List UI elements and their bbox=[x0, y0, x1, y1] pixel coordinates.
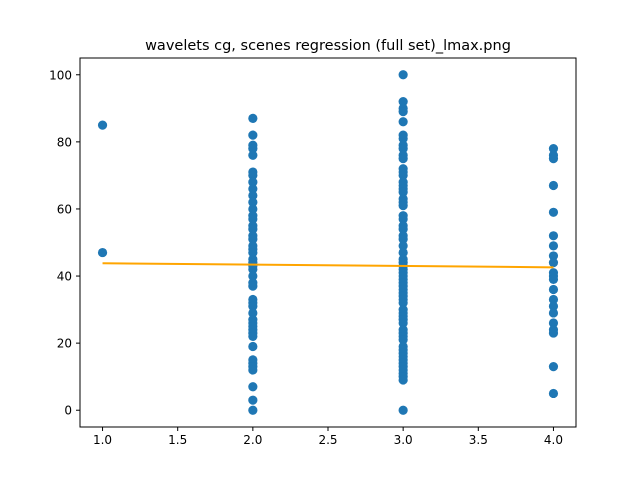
data-point bbox=[97, 120, 108, 130]
data-point bbox=[398, 154, 408, 164]
data-point bbox=[548, 284, 559, 295]
data-point bbox=[398, 214, 408, 224]
data-point bbox=[248, 405, 258, 415]
data-point bbox=[398, 298, 408, 308]
data-point bbox=[398, 224, 408, 234]
data-point bbox=[548, 274, 559, 284]
data-point bbox=[548, 258, 559, 268]
x-tick-label: 2.5 bbox=[318, 433, 337, 447]
data-point bbox=[548, 241, 559, 251]
data-point bbox=[398, 241, 408, 251]
data-point bbox=[548, 362, 559, 372]
data-point bbox=[248, 197, 258, 207]
regression-line bbox=[102, 262, 554, 269]
data-point bbox=[248, 382, 258, 392]
data-point bbox=[248, 130, 258, 140]
data-point bbox=[398, 375, 408, 385]
x-tick-label: 1.5 bbox=[168, 433, 187, 447]
data-point bbox=[248, 308, 258, 318]
data-point bbox=[97, 247, 108, 258]
data-point bbox=[548, 251, 559, 261]
data-point bbox=[398, 405, 408, 415]
data-point bbox=[248, 341, 258, 352]
plot-area bbox=[97, 70, 559, 415]
data-point bbox=[398, 117, 408, 127]
data-point bbox=[248, 234, 258, 244]
x-tick-label: 2.0 bbox=[243, 433, 262, 447]
data-point bbox=[398, 70, 408, 80]
data-point bbox=[248, 190, 258, 201]
data-point bbox=[398, 201, 408, 211]
axes: 1.0 1.5 2.0 2.5 3.0 3.5 4.0 0 20 40 60 80 100 bbox=[49, 57, 577, 447]
data-point bbox=[548, 318, 559, 328]
y-tick-label: 60 bbox=[57, 202, 72, 216]
data-point bbox=[398, 143, 408, 154]
data-point bbox=[398, 107, 408, 117]
data-point bbox=[548, 328, 559, 338]
data-point bbox=[398, 133, 408, 144]
data-point bbox=[248, 281, 258, 291]
data-point bbox=[248, 224, 258, 234]
data-point bbox=[398, 97, 408, 107]
data-point bbox=[248, 204, 258, 214]
data-point bbox=[248, 177, 258, 187]
data-point bbox=[548, 294, 559, 305]
data-point bbox=[248, 170, 258, 181]
y-tick-label: 40 bbox=[57, 270, 72, 284]
data-point bbox=[398, 247, 408, 258]
x-tick-label: 3.5 bbox=[469, 433, 488, 447]
data-point bbox=[398, 335, 408, 345]
data-point bbox=[398, 318, 408, 328]
data-point bbox=[548, 388, 559, 399]
regression-line-layer bbox=[102, 262, 554, 269]
data-point bbox=[548, 231, 559, 241]
data-point bbox=[398, 170, 408, 181]
data-point bbox=[248, 214, 258, 224]
x-tick-label: 4.0 bbox=[544, 433, 563, 447]
data-point bbox=[248, 150, 258, 160]
data-point bbox=[548, 308, 559, 318]
y-tick-label: 0 bbox=[64, 404, 72, 418]
data-point bbox=[248, 264, 258, 274]
data-point bbox=[248, 271, 258, 281]
data-point bbox=[548, 143, 559, 154]
y-tick-label: 100 bbox=[49, 68, 72, 82]
data-point bbox=[548, 301, 559, 311]
data-point bbox=[248, 113, 258, 123]
data-point bbox=[248, 301, 258, 311]
x-tick-label: 3.0 bbox=[394, 433, 413, 447]
data-point bbox=[248, 247, 258, 258]
data-point bbox=[548, 180, 559, 191]
data-point bbox=[248, 331, 258, 342]
data-point bbox=[548, 207, 559, 217]
data-point bbox=[248, 143, 258, 154]
data-point bbox=[248, 184, 258, 194]
data-point bbox=[248, 365, 258, 375]
data-point bbox=[548, 154, 559, 164]
data-point bbox=[248, 395, 258, 405]
data-point bbox=[398, 234, 408, 244]
chart-title: wavelets cg, scenes regression (full set… bbox=[145, 38, 511, 54]
y-tick-label: 80 bbox=[57, 135, 72, 149]
x-tick-label: 1.0 bbox=[93, 433, 112, 447]
data-point bbox=[398, 187, 408, 197]
y-tick-label: 20 bbox=[57, 337, 72, 351]
